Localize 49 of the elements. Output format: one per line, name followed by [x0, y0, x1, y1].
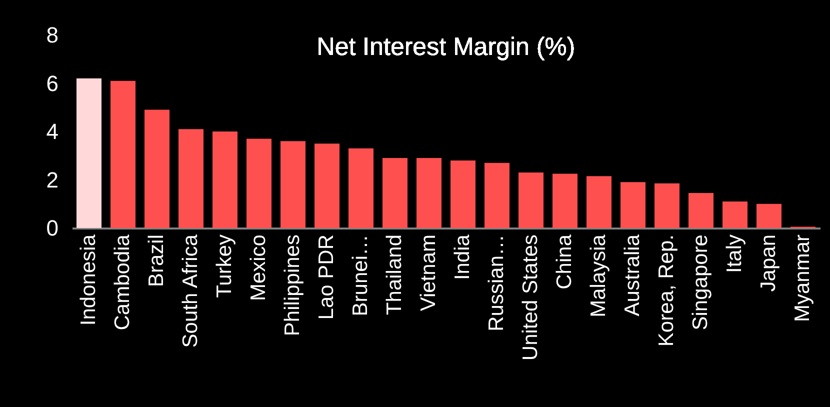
x-tick-label: Japan [757, 234, 780, 292]
bar [212, 132, 238, 228]
bar [314, 144, 340, 228]
x-tick-label: Vietnam [417, 234, 440, 312]
x-tick-label: India [451, 234, 474, 280]
y-tick-label: 2 [46, 167, 58, 192]
bar [178, 129, 204, 228]
x-tick-label: Italy [723, 234, 746, 274]
bar [484, 162, 510, 228]
bar [688, 193, 714, 228]
bar [416, 158, 442, 228]
bar [246, 138, 272, 228]
x-tick-label: Lao PDR [315, 234, 338, 320]
bar [722, 201, 748, 228]
bar [620, 182, 646, 228]
y-tick-label: 4 [46, 119, 58, 144]
bar [756, 204, 782, 228]
bar [552, 174, 578, 228]
chart-title: Net Interest Margin (%) [316, 33, 576, 61]
bar [110, 80, 136, 228]
bar [348, 148, 374, 228]
x-tick-label: Turkey [213, 234, 236, 298]
bar [280, 141, 306, 228]
x-tick-label: China [553, 234, 576, 290]
bar [518, 172, 544, 228]
y-tick-label: 6 [46, 70, 58, 96]
bar [76, 78, 102, 228]
x-tick-label: Brunei… [349, 234, 372, 316]
x-tick-label: Australia [621, 234, 644, 316]
x-tick-label: Brazil [145, 234, 168, 288]
bar [586, 176, 612, 228]
bar [382, 158, 408, 228]
bar [144, 110, 170, 228]
bar [450, 160, 476, 228]
x-tick-label: Russian… [485, 234, 508, 332]
x-tick-label: Myanmar [791, 234, 814, 322]
x-tick-label: Korea, Rep. [655, 234, 678, 347]
y-tick-label: 8 [46, 22, 58, 48]
x-tick-label: Cambodia [111, 234, 134, 330]
bar [654, 183, 680, 228]
x-tick-label: Philippines [281, 234, 304, 336]
x-tick-label: United States [519, 234, 542, 361]
x-tick-label: Indonesia [77, 234, 100, 326]
x-tick-label: Thailand [383, 234, 406, 316]
x-tick-label: Malaysia [587, 234, 610, 318]
y-tick-label: 0 [46, 216, 58, 240]
x-tick-label: Singapore [689, 234, 712, 330]
x-tick-label: Mexico [247, 234, 270, 302]
x-tick-label: South Africa [179, 234, 202, 348]
